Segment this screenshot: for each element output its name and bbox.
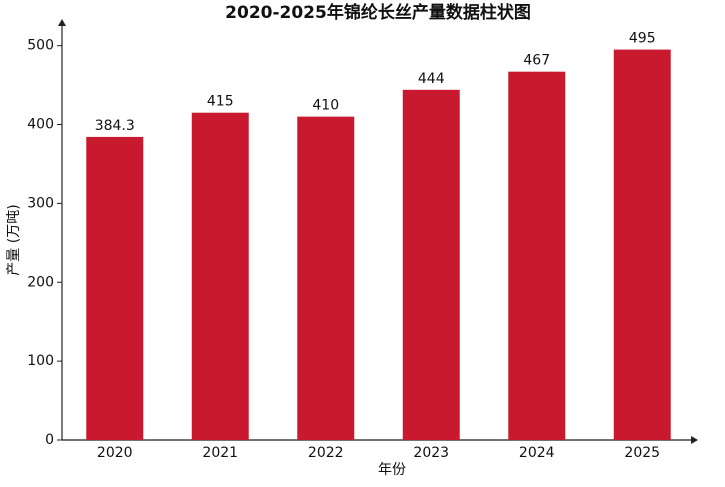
bar <box>86 136 144 440</box>
x-tick-label: 2021 <box>202 445 238 461</box>
data-label: 415 <box>207 94 234 110</box>
bar <box>191 112 249 440</box>
data-label: 444 <box>418 71 445 87</box>
data-label: 410 <box>312 98 339 114</box>
y-tick-label: 500 <box>27 38 54 54</box>
y-tick-label: 400 <box>27 117 54 133</box>
x-tick-label: 2024 <box>519 445 555 461</box>
x-tick-label: 2025 <box>624 445 660 461</box>
data-label: 495 <box>629 31 656 47</box>
y-tick-label: 0 <box>45 432 54 448</box>
y-axis-label: 产量 (万吨) <box>6 204 22 275</box>
bar <box>297 116 355 440</box>
y-tick-label: 200 <box>27 274 54 290</box>
x-tick-label: 2020 <box>97 445 133 461</box>
x-tick-label: 2022 <box>308 445 344 461</box>
bar <box>402 89 460 440</box>
bar <box>508 71 566 440</box>
data-label: 467 <box>523 53 550 69</box>
x-tick-label: 2023 <box>413 445 449 461</box>
bar <box>613 49 671 441</box>
x-axis-label: 年份 <box>378 462 406 478</box>
chart-title: 2020-2025年锦纶长丝产量数据柱状图 <box>225 2 531 23</box>
y-tick-label: 100 <box>27 353 54 369</box>
data-label: 384.3 <box>95 118 135 134</box>
y-tick-label: 300 <box>27 195 54 211</box>
